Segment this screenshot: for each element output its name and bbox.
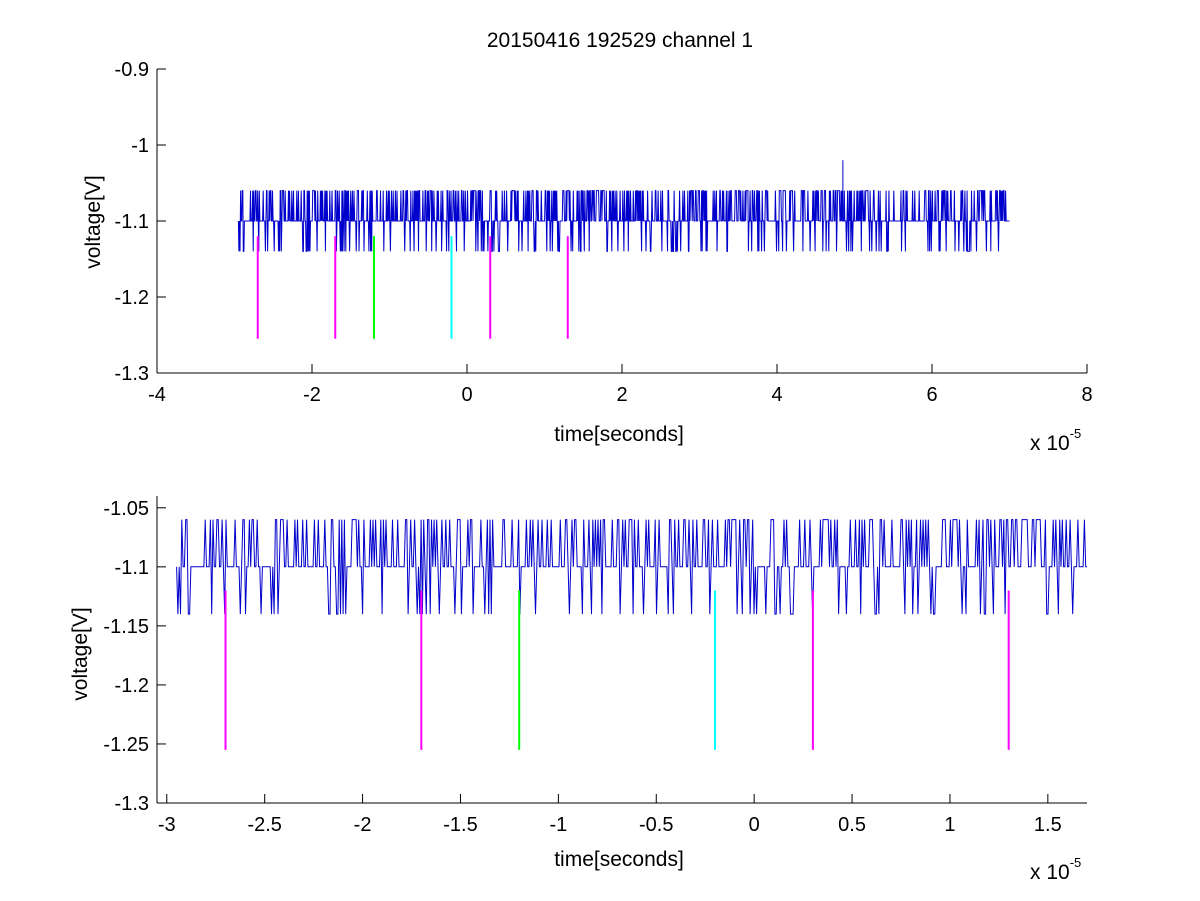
bottom-y-tick-label: -1.3 xyxy=(115,793,149,815)
top-x-tick-label: 2 xyxy=(616,384,627,406)
bottom-x-tick-label: -1 xyxy=(549,814,567,836)
bottom-marker-layer xyxy=(224,590,1010,750)
bottom-y-tick-label: -1.15 xyxy=(103,616,149,638)
bottom-plot: -3 -2.5 -2 -1.5 -1 -0.5 0 0.5 1 1.5 -1.3 -1.25 -1.2 -… xyxy=(69,496,1087,884)
top-y-tick-label: -1.1 xyxy=(115,211,149,233)
bottom-x-exponent-base: x 10 xyxy=(1030,861,1070,884)
bottom-ticks: -3 -2.5 -2 -1.5 -1 -0.5 0 0.5 1 1.5 -1.3 -1.25 -1.2 -… xyxy=(103,498,1061,836)
top-x-axis-label: time[seconds] xyxy=(554,423,684,446)
bottom-x-tick-label: 1 xyxy=(944,814,955,836)
top-x-tick-label: -2 xyxy=(303,384,321,406)
top-y-tick-label: -1.2 xyxy=(115,287,149,309)
top-signal-trace xyxy=(237,190,1010,252)
bottom-y-axis-label: voltage[V] xyxy=(69,607,92,700)
top-y-tick-label: -0.9 xyxy=(115,59,149,81)
top-y-tick-label: -1.3 xyxy=(115,363,149,385)
bottom-axes xyxy=(156,496,1087,804)
bottom-x-exponent-power: -5 xyxy=(1070,855,1082,870)
top-marker-layer xyxy=(256,236,569,339)
bottom-x-tick-label: 1.5 xyxy=(1034,814,1062,836)
top-signal-layer xyxy=(237,160,1010,252)
top-plot: -4 -2 0 2 4 6 8 -1.3 -1.2 -1.1 -1 -0.9 time[seconds… xyxy=(82,59,1093,455)
bottom-signal-layer xyxy=(176,519,1087,615)
top-x-tick-label: 8 xyxy=(1081,384,1092,406)
bottom-x-tick-label: 0.5 xyxy=(838,814,866,836)
top-x-exponent-label: x 10-5 xyxy=(1030,426,1081,455)
top-x-tick-label: -4 xyxy=(148,384,166,406)
bottom-y-tick-label: -1.05 xyxy=(103,498,149,520)
bottom-x-tick-label: -2.5 xyxy=(247,814,281,836)
bottom-x-axis-label: time[seconds] xyxy=(554,848,684,871)
bottom-x-tick-label: -2 xyxy=(354,814,372,836)
bottom-y-tick-label: -1.1 xyxy=(115,557,149,579)
bottom-x-tick-label: -1.5 xyxy=(443,814,477,836)
top-ticks: -4 -2 0 2 4 6 8 -1.3 -1.2 -1.1 -1 -0.9 xyxy=(115,59,1093,406)
bottom-x-tick-label: -0.5 xyxy=(639,814,673,836)
top-x-exponent-power: -5 xyxy=(1070,426,1082,441)
top-x-tick-label: 4 xyxy=(771,384,782,406)
bottom-x-tick-label: 0 xyxy=(749,814,760,836)
bottom-x-exponent-label: x 10-5 xyxy=(1030,855,1081,884)
bottom-y-tick-label: -1.25 xyxy=(103,734,149,756)
bottom-x-tick-label: -3 xyxy=(158,814,176,836)
top-x-tick-label: 6 xyxy=(926,384,937,406)
top-y-axis-label: voltage[V] xyxy=(82,175,105,268)
top-x-tick-label: 0 xyxy=(461,384,472,406)
top-y-tick-label: -1 xyxy=(131,135,149,157)
top-x-exponent-base: x 10 xyxy=(1030,432,1070,455)
figure-title: 20150416 192529 channel 1 xyxy=(487,29,753,52)
bottom-signal-trace xyxy=(176,519,1087,615)
bottom-y-tick-label: -1.2 xyxy=(115,675,149,697)
